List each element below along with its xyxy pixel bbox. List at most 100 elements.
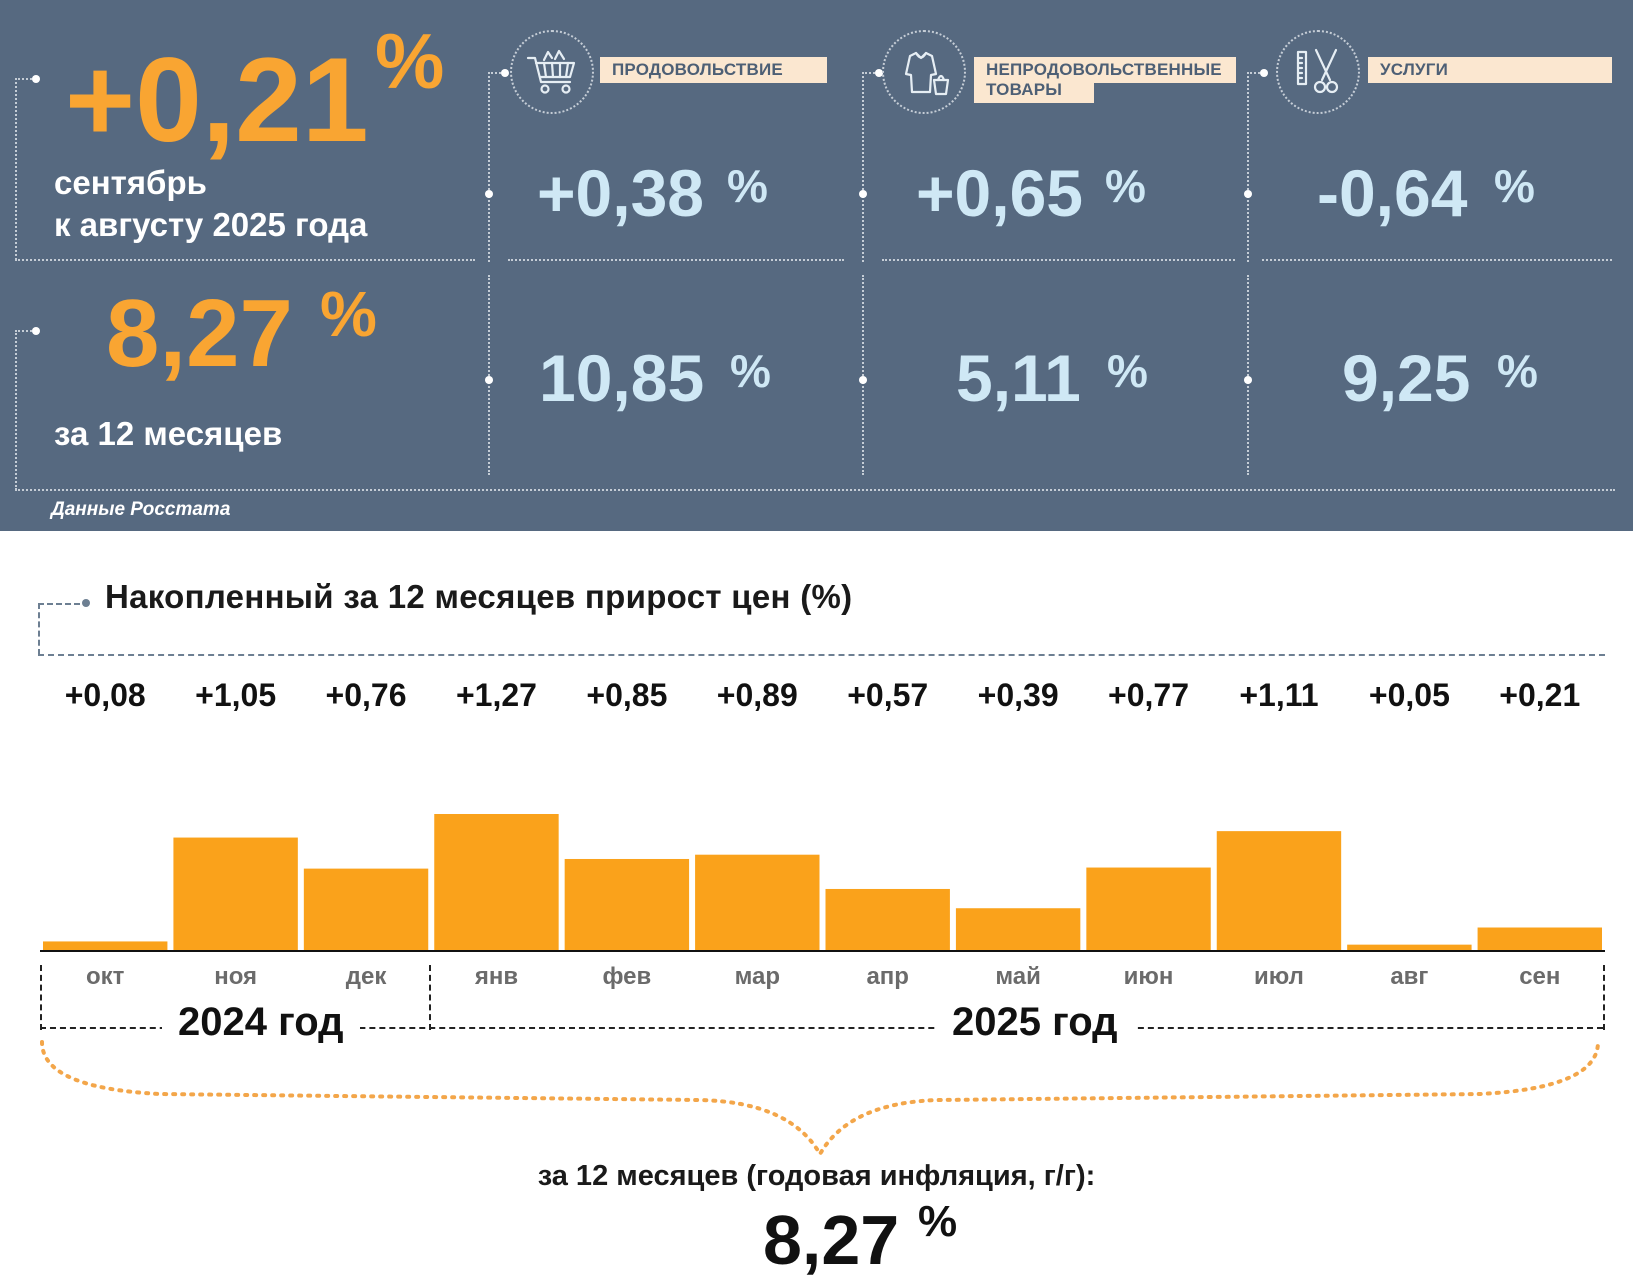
value-label: +1,05: [195, 677, 276, 713]
guide-dot: [485, 376, 493, 384]
category-label: янв: [474, 963, 518, 990]
year-guide-line: [40, 1027, 1603, 1029]
guide-dot: [485, 190, 493, 198]
nonfood-monthly-percent-sign: %: [1105, 160, 1146, 212]
nonfood-category-icon: [882, 30, 966, 114]
guide-line: [1247, 72, 1263, 74]
services-category-icon: [1276, 30, 1360, 114]
value-label: +0,77: [1108, 677, 1189, 713]
nonfood-category-label-text-line2: ТОВАРЫ: [986, 80, 1063, 99]
food-category-icon: [510, 30, 594, 114]
year-label-2024: 2024 год: [162, 1000, 360, 1045]
food-category-label: ПРОДОВОЛЬСТВИЕ: [600, 57, 827, 83]
guide-line: [15, 78, 17, 260]
guide-line: [1247, 275, 1249, 475]
category-label: май: [995, 963, 1041, 990]
guide-line: [15, 78, 35, 80]
bar-май: [955, 908, 1081, 950]
bar-мар: [695, 854, 820, 950]
food-monthly-percent-sign: %: [727, 160, 768, 212]
category-label: сен: [1519, 963, 1560, 990]
value-label: +0,57: [847, 677, 928, 713]
title-guide-line: [38, 603, 80, 605]
year-guide-line: [429, 965, 431, 1030]
guide-line: [15, 330, 35, 332]
category-label: июл: [1254, 963, 1304, 990]
value-label: +1,27: [456, 677, 537, 713]
title-guide-dot: [82, 599, 90, 607]
bar-окт: [43, 941, 168, 950]
title-underline: [38, 654, 1605, 656]
value-label: +0,39: [978, 677, 1059, 713]
guide-dot: [859, 190, 867, 198]
nonfood-annual-percent-sign: %: [1107, 345, 1148, 397]
bar-авг: [1347, 944, 1472, 950]
guide-dot: [32, 75, 40, 83]
divider: [882, 259, 1235, 261]
bar-июл: [1216, 831, 1342, 950]
guide-dot: [501, 69, 509, 77]
value-label: +0,85: [586, 677, 667, 713]
monthly-inflation-percent-sign: %: [375, 17, 445, 105]
guide-dot: [859, 376, 867, 384]
guide-dot: [1244, 376, 1252, 384]
source-note: Данные Росстата: [51, 499, 231, 520]
nonfood-category-label-text: НЕПРОДОВОЛЬСТВЕННЫЕ: [986, 60, 1222, 79]
bar-дек: [303, 868, 429, 950]
divider: [1262, 259, 1612, 261]
bar-фев: [564, 858, 690, 950]
annual-inflation-percent-sign: %: [320, 278, 377, 350]
annual-period-label: за 12 месяцев: [54, 415, 283, 452]
annual-inflation-total-value: 8,27: [763, 1201, 900, 1279]
value-label: +0,05: [1369, 677, 1450, 713]
divider: [15, 259, 475, 261]
bar-ноя: [173, 837, 298, 950]
category-label: окт: [86, 963, 125, 990]
food-annual-percent-sign: %: [730, 345, 771, 397]
services-category-label-text: УСЛУГИ: [1380, 60, 1448, 79]
nonfood-monthly-value: +0,65: [916, 156, 1083, 230]
bar-июн: [1086, 867, 1211, 950]
monthly-period-line1: сентябрь: [54, 164, 207, 201]
brace: [40, 1040, 1600, 1158]
nonfood-category-label-line2: ТОВАРЫ: [974, 80, 1094, 103]
bar-chart: +0,08 окт +1,05 ноя +0,76 дек +1,27 янв +0,85 фев…: [40, 677, 1605, 990]
shopping-cart-icon: [526, 49, 576, 94]
services-category-label: УСЛУГИ: [1368, 57, 1612, 83]
value-label: +0,89: [717, 677, 798, 713]
annual-inflation-total-percent-sign: %: [918, 1197, 958, 1246]
annual-inflation-caption: за 12 месяцев (годовая инфляция, г/г):: [537, 1160, 1096, 1192]
guide-dot: [1244, 190, 1252, 198]
monthly-inflation-value: +0,21: [65, 33, 369, 167]
category-label: июн: [1124, 963, 1174, 990]
guide-line: [488, 72, 504, 74]
value-label: +0,76: [326, 677, 407, 713]
bar-апр: [825, 888, 950, 950]
guide-line: [488, 275, 490, 475]
food-category-label-text: ПРОДОВОЛЬСТВИЕ: [612, 60, 783, 79]
guide-line: [862, 275, 864, 475]
food-monthly-value: +0,38: [537, 156, 704, 230]
year-guide-line: [40, 965, 42, 1030]
guide-dot: [875, 69, 883, 77]
year-guide-line: [1603, 965, 1605, 1030]
brace-path: [40, 1040, 1600, 1158]
services-annual-percent-sign: %: [1497, 345, 1538, 397]
value-label: +0,21: [1499, 677, 1580, 713]
guide-line: [1247, 72, 1249, 262]
guide-dot: [1260, 69, 1268, 77]
comb-scissors-icon: [1296, 48, 1339, 94]
value-label: +1,11: [1239, 677, 1318, 713]
guide-line: [862, 72, 864, 262]
divider: [15, 489, 1615, 491]
guide-line: [862, 72, 878, 74]
summary-panel: +0,21 % сентябрь к августу 2025 года 8,2…: [0, 0, 1633, 531]
value-label: +0,08: [65, 677, 146, 713]
monthly-period-line2: к августу 2025 года: [54, 206, 368, 243]
bar-сен: [1477, 927, 1602, 950]
category-label: фев: [602, 963, 651, 990]
bar-янв: [434, 814, 559, 950]
guide-line: [488, 72, 490, 262]
guide-dot: [32, 327, 40, 335]
nonfood-category-label: НЕПРОДОВОЛЬСТВЕННЫЕ: [974, 57, 1236, 83]
